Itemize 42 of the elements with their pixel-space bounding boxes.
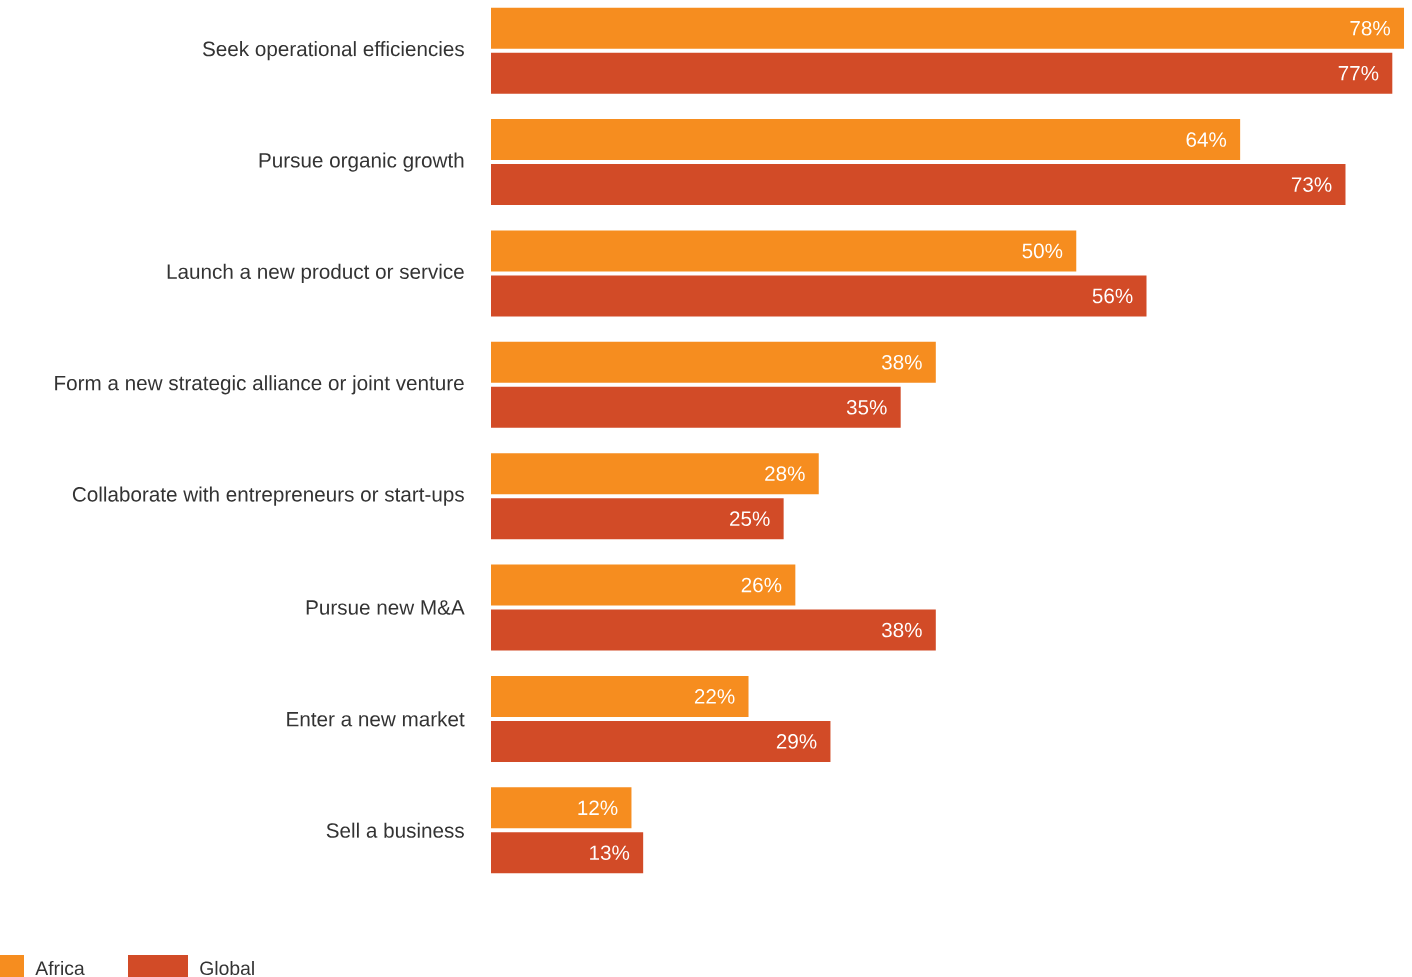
data-label: 38%	[881, 622, 922, 638]
y-tick-label: Seek operational efficiencies	[202, 41, 464, 61]
bar	[491, 832, 644, 874]
data-label: 56%	[1092, 288, 1133, 304]
bar	[491, 609, 936, 651]
bar	[491, 7, 1405, 49]
data-label: 78%	[1350, 20, 1390, 36]
bar	[491, 341, 936, 383]
bar	[491, 720, 831, 762]
data-label: 64%	[1186, 132, 1227, 147]
bar	[491, 386, 901, 428]
data-label: 26%	[741, 577, 782, 593]
bar	[491, 119, 1241, 161]
data-label: 73%	[1291, 177, 1332, 192]
y-tick-label: Form a new strategic alliance or joint venture	[55, 375, 464, 395]
y-tick-label: Enter a new market	[287, 711, 465, 727]
bar	[491, 275, 1147, 317]
bar	[491, 230, 1077, 272]
y-tick-label: Collaborate with entrepreneurs or start-ups	[72, 486, 464, 506]
y-tick-label: Sell a business	[326, 822, 464, 838]
data-label: 77%	[1338, 65, 1379, 81]
data-label: 13%	[590, 845, 630, 861]
bar	[491, 564, 796, 606]
bar	[491, 675, 749, 717]
y-tick-label: Pursue new M&A	[306, 600, 465, 615]
data-label: 29%	[776, 734, 817, 749]
bar	[491, 52, 1393, 94]
y-tick-label: Pursue organic growth	[259, 152, 464, 172]
data-label: 50%	[1022, 243, 1063, 259]
legend-label: Global	[200, 960, 254, 976]
data-label: 28%	[765, 466, 805, 481]
data-label: 22%	[694, 689, 735, 704]
data-label: 12%	[578, 800, 618, 816]
bar	[491, 453, 819, 495]
data-label: 35%	[846, 399, 887, 415]
data-label: 38%	[881, 354, 922, 370]
y-tick-label: Launch a new product or service	[167, 263, 464, 284]
bar	[491, 498, 784, 540]
bar	[491, 787, 632, 829]
legend-label: Africa	[35, 960, 85, 976]
bar	[491, 164, 1346, 206]
data-label: 25%	[730, 511, 770, 526]
